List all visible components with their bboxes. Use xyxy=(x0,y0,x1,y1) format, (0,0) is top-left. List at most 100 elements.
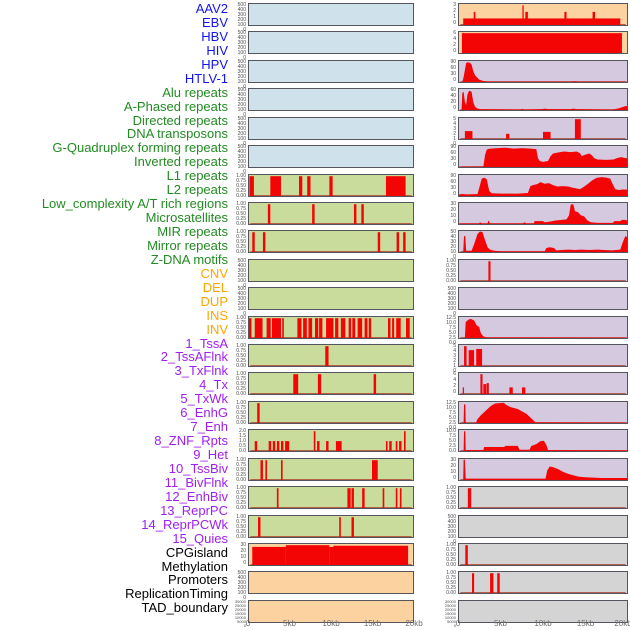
signal-bar xyxy=(285,441,290,452)
track-label: 4_Tx xyxy=(199,377,228,393)
y-tick-label: 100 xyxy=(237,590,246,597)
y-tick-label: 0.00 xyxy=(236,476,246,483)
track-y-axis: 90 60 30 0 xyxy=(436,59,456,83)
track-signal xyxy=(459,288,627,309)
signal-bar xyxy=(488,260,491,281)
track-plot xyxy=(458,173,628,197)
signal-bar xyxy=(461,33,622,54)
y-tick-label: 0.25 xyxy=(236,215,246,222)
y-tick-label: 1.00 xyxy=(446,257,456,264)
track-label: DUP xyxy=(200,293,228,309)
track-signal xyxy=(460,402,627,423)
track-label: AAV2 xyxy=(195,1,228,16)
y-tick-label: 7.5 xyxy=(449,433,456,440)
y-tick-label: 0.50 xyxy=(236,495,246,502)
y-tick-label: 500 xyxy=(237,570,246,577)
track-y-axis: 1.00 0.75 0.50 0.25 0.00 xyxy=(226,344,246,369)
y-tick-label: 0.75 xyxy=(446,546,456,553)
y-tick-label: 10 xyxy=(450,249,456,256)
y-tick-label: 0.5 xyxy=(239,443,246,450)
y-tick-label: 0.75 xyxy=(236,234,246,241)
y-tick-label: 2 xyxy=(453,8,456,14)
signal-bar xyxy=(339,516,341,537)
signal-bar xyxy=(389,441,392,452)
signal-bar xyxy=(465,545,468,565)
y-tick-label: 0.50 xyxy=(236,409,246,416)
track-plot xyxy=(248,173,414,197)
track-plot xyxy=(458,542,628,566)
y-tick-label: 0.00 xyxy=(236,533,246,540)
y-tick-label: 12.5 xyxy=(446,399,456,406)
track-label: Low_complexity A/T rich regions xyxy=(41,196,228,212)
track-plot xyxy=(248,116,414,140)
y-tick-label: 2.5 xyxy=(449,443,456,450)
signal-bar xyxy=(254,317,263,338)
track-y-axis: 500 400 300 200 100 0 xyxy=(226,287,246,317)
y-tick-label: 200 xyxy=(237,73,246,80)
y-tick-label: 200 xyxy=(237,585,246,592)
track-label: EBV xyxy=(201,14,228,30)
track-signal xyxy=(460,62,627,82)
y-tick-label: 100 xyxy=(447,306,456,313)
track-plot xyxy=(248,31,414,55)
y-tick-label: 200 xyxy=(237,102,246,109)
track-plot xyxy=(248,59,414,83)
signal-bar xyxy=(490,573,494,594)
signal-bar xyxy=(382,488,385,509)
track-signal xyxy=(249,260,413,281)
track-label: INV xyxy=(206,321,228,337)
y-tick-label: 4 xyxy=(453,120,456,127)
y-tick-label: 300 xyxy=(237,68,246,75)
y-tick-label: 1.00 xyxy=(236,399,246,406)
signal-baseline xyxy=(250,223,412,224)
y-tick-label: 1.00 xyxy=(446,570,456,577)
y-tick-label: 500 xyxy=(237,144,246,151)
track-y-axis: 30000 25000 20000 15000 10000 5000 0 xyxy=(226,599,246,627)
track-plot xyxy=(458,400,628,424)
y-tick-label: 100 xyxy=(447,533,456,540)
track-label: Inverted repeats xyxy=(134,154,228,170)
signal-bar xyxy=(325,346,329,367)
signal-baseline xyxy=(250,450,412,452)
signal-bar xyxy=(258,516,261,537)
signal-bar xyxy=(293,374,299,395)
y-tick-label: 0.75 xyxy=(236,518,246,525)
track-label: 11_BivFlnk xyxy=(164,474,228,490)
track-label: L2 repeats xyxy=(166,182,228,198)
signal-bar xyxy=(257,403,260,423)
y-tick-label: 100 xyxy=(237,164,246,171)
signal-bar xyxy=(463,18,621,25)
y-tick-label: 15000 xyxy=(444,610,456,616)
signal-bar xyxy=(467,488,472,509)
track-plot xyxy=(458,258,628,282)
y-tick-label: 500 xyxy=(237,2,246,8)
track-plot xyxy=(248,258,414,282)
y-tick-label: 0.00 xyxy=(236,249,246,256)
y-tick-label: 0.00 xyxy=(236,419,246,426)
signal-bar xyxy=(506,133,510,139)
y-tick-label: 5.0 xyxy=(449,438,456,445)
signal-baseline xyxy=(250,479,412,480)
track-y-axis: 500 400 300 200 100 0 xyxy=(226,31,246,61)
y-tick-label: 20 xyxy=(450,244,456,251)
y-tick-label: 500 xyxy=(447,513,456,520)
signal-bar xyxy=(276,488,279,509)
y-tick-label: 0.75 xyxy=(236,404,246,411)
y-tick-label: 0.50 xyxy=(236,381,246,388)
y-tick-label: 0.00 xyxy=(236,192,246,199)
y-tick-label: 5000 xyxy=(237,618,246,624)
track-plot xyxy=(458,486,628,510)
y-tick-label: 0.50 xyxy=(236,353,246,360)
track-plot xyxy=(248,599,414,623)
y-tick-label: 0.50 xyxy=(236,182,246,189)
track-signal xyxy=(460,346,626,367)
track-label: 7_Enh xyxy=(190,419,228,435)
signal-bar xyxy=(352,317,356,338)
y-tick-label: 0.00 xyxy=(236,505,246,512)
track-plot xyxy=(458,3,628,26)
y-tick-label: 0.25 xyxy=(236,500,246,507)
track-label: DNA transposons xyxy=(126,126,228,142)
y-tick-label: 6 xyxy=(453,371,456,378)
